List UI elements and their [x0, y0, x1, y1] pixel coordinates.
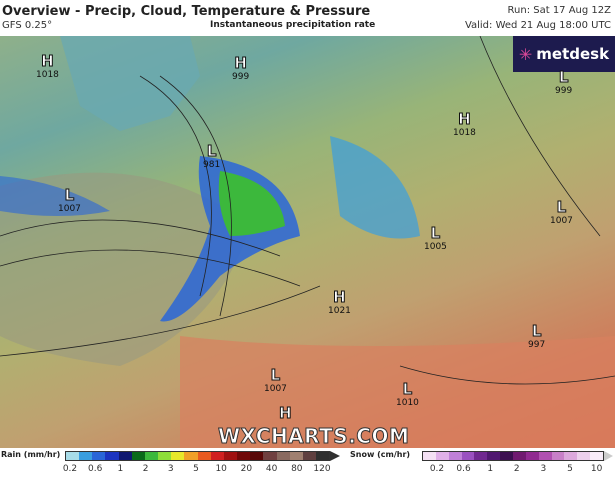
- colorbar-swatch: [500, 452, 514, 460]
- colorbar-swatch: [448, 452, 462, 460]
- colorbar-swatch: [538, 452, 552, 460]
- colorbar-swatch: [423, 452, 436, 460]
- colorbar-swatch: [474, 452, 488, 460]
- pressure-system: H 1018: [453, 110, 476, 138]
- colorbar-swatch: [237, 452, 251, 460]
- colorbar-swatch: [513, 452, 526, 460]
- colorbar-tick: 40: [265, 464, 278, 474]
- greenland-landmass: [60, 36, 200, 131]
- pressure-system: L 981: [203, 142, 221, 170]
- rain-scandinavia: [330, 136, 420, 239]
- watermark: WXCHARTS.COM: [217, 424, 410, 449]
- colorbar-tick: 2: [513, 464, 520, 474]
- pressure-system: L 1005: [424, 224, 447, 252]
- logo-star-icon: ✳: [518, 44, 533, 64]
- colorbar-swatch: [197, 452, 211, 460]
- metdesk-logo: ✳ metdesk: [513, 36, 615, 72]
- colorbar-tick: 3: [540, 464, 547, 474]
- pressure-system: L 1007: [264, 366, 287, 394]
- colorbar-swatch: [131, 452, 145, 460]
- map-features: [0, 36, 615, 448]
- pressure-system: H: [279, 404, 293, 422]
- colorbar-swatch: [171, 452, 185, 460]
- pressure-system: L 999: [555, 68, 573, 96]
- colorbar-tick: 1: [487, 464, 494, 474]
- colorbar-tick: 2: [142, 464, 149, 474]
- colorbar-tick: 0.6: [456, 464, 471, 474]
- colorbar-tick: 80: [291, 464, 303, 474]
- colorbar-swatch: [525, 452, 539, 460]
- pressure-system: H 1018: [36, 52, 59, 80]
- rain-core: [218, 171, 285, 236]
- colorbar-swatch: [315, 452, 330, 460]
- colorbar-tick: 5: [193, 464, 199, 474]
- colorbar-swatch: [461, 452, 475, 460]
- colorbar-tick: 120: [313, 464, 331, 474]
- isobars: [0, 36, 615, 385]
- pressure-system: L 997: [528, 322, 546, 350]
- colorbar-tick: 3: [167, 464, 174, 474]
- chart-subtitle: Instantaneous precipitation rate: [210, 20, 376, 30]
- pressure-system: H 1021: [328, 288, 351, 316]
- colorbar-swatch: [590, 452, 604, 460]
- colorbar-tick: 20: [240, 464, 253, 474]
- colorbar-swatch: [487, 452, 501, 460]
- colorbar-tick: 0.2: [62, 464, 78, 474]
- colorbar-swatch: [79, 452, 93, 460]
- snow-colorbar: [422, 451, 604, 461]
- chart-header: Overview - Precip, Cloud, Temperature & …: [0, 0, 615, 36]
- snow-legend-label: Snow (cm/hr): [350, 450, 411, 459]
- precip-legend: Rain (mm/hr) 0.2 0.6 1 2 3 5 10 20 40 80 120 Snow …: [0, 450, 615, 492]
- colorbar-swatch: [144, 452, 159, 460]
- colorbar-swatch: [92, 452, 106, 460]
- colorbar-tick: 0.6: [88, 464, 103, 474]
- rain-colorbar: [65, 451, 330, 461]
- rain-west: [0, 176, 110, 216]
- colorbar-swatch: [435, 452, 449, 460]
- run-time: Run: Sat 17 Aug 12Z: [507, 5, 611, 16]
- weather-map: ✳ metdesk H 1018 H 999 L 999 H 1018 L 981 L 100…: [0, 36, 615, 448]
- pressure-system: L 1010: [396, 380, 419, 408]
- colorbar-swatch: [210, 452, 224, 460]
- model-label: GFS 0.25°: [2, 20, 53, 31]
- colorbar-swatch: [184, 452, 198, 460]
- pressure-system: L 1007: [550, 198, 573, 226]
- colorbar-swatch: [250, 452, 264, 460]
- colorbar-tick: 10: [590, 464, 603, 474]
- colorbar-swatch: [118, 452, 132, 460]
- colorbar-swatch: [551, 452, 565, 460]
- colorbar-swatch: [564, 452, 578, 460]
- colorbar-swatch: [302, 452, 316, 460]
- chart-title: Overview - Precip, Cloud, Temperature & …: [2, 4, 371, 19]
- valid-time: Valid: Wed 21 Aug 18:00 UTC: [464, 20, 611, 31]
- pressure-system: L 1007: [58, 186, 81, 214]
- colorbar-swatch: [223, 452, 238, 460]
- colorbar-tick: 1: [117, 464, 124, 474]
- africa-land: [180, 336, 615, 448]
- colorbar-tick: 0.2: [429, 464, 445, 474]
- colorbar-swatch: [276, 452, 290, 460]
- rain-colorbar-arrow: [330, 451, 340, 461]
- atlantic-cloud: [0, 172, 250, 366]
- colorbar-swatch: [66, 452, 80, 460]
- colorbar-swatch: [105, 452, 119, 460]
- snow-colorbar-arrow: [604, 451, 613, 461]
- pressure-system: H 999: [232, 54, 250, 82]
- rain-legend-label: Rain (mm/hr): [1, 450, 61, 459]
- colorbar-tick: 5: [567, 464, 573, 474]
- colorbar-swatch: [158, 452, 172, 460]
- colorbar-swatch: [263, 452, 277, 460]
- colorbar-swatch: [577, 452, 591, 460]
- colorbar-tick: 10: [215, 464, 227, 474]
- colorbar-swatch: [289, 452, 303, 460]
